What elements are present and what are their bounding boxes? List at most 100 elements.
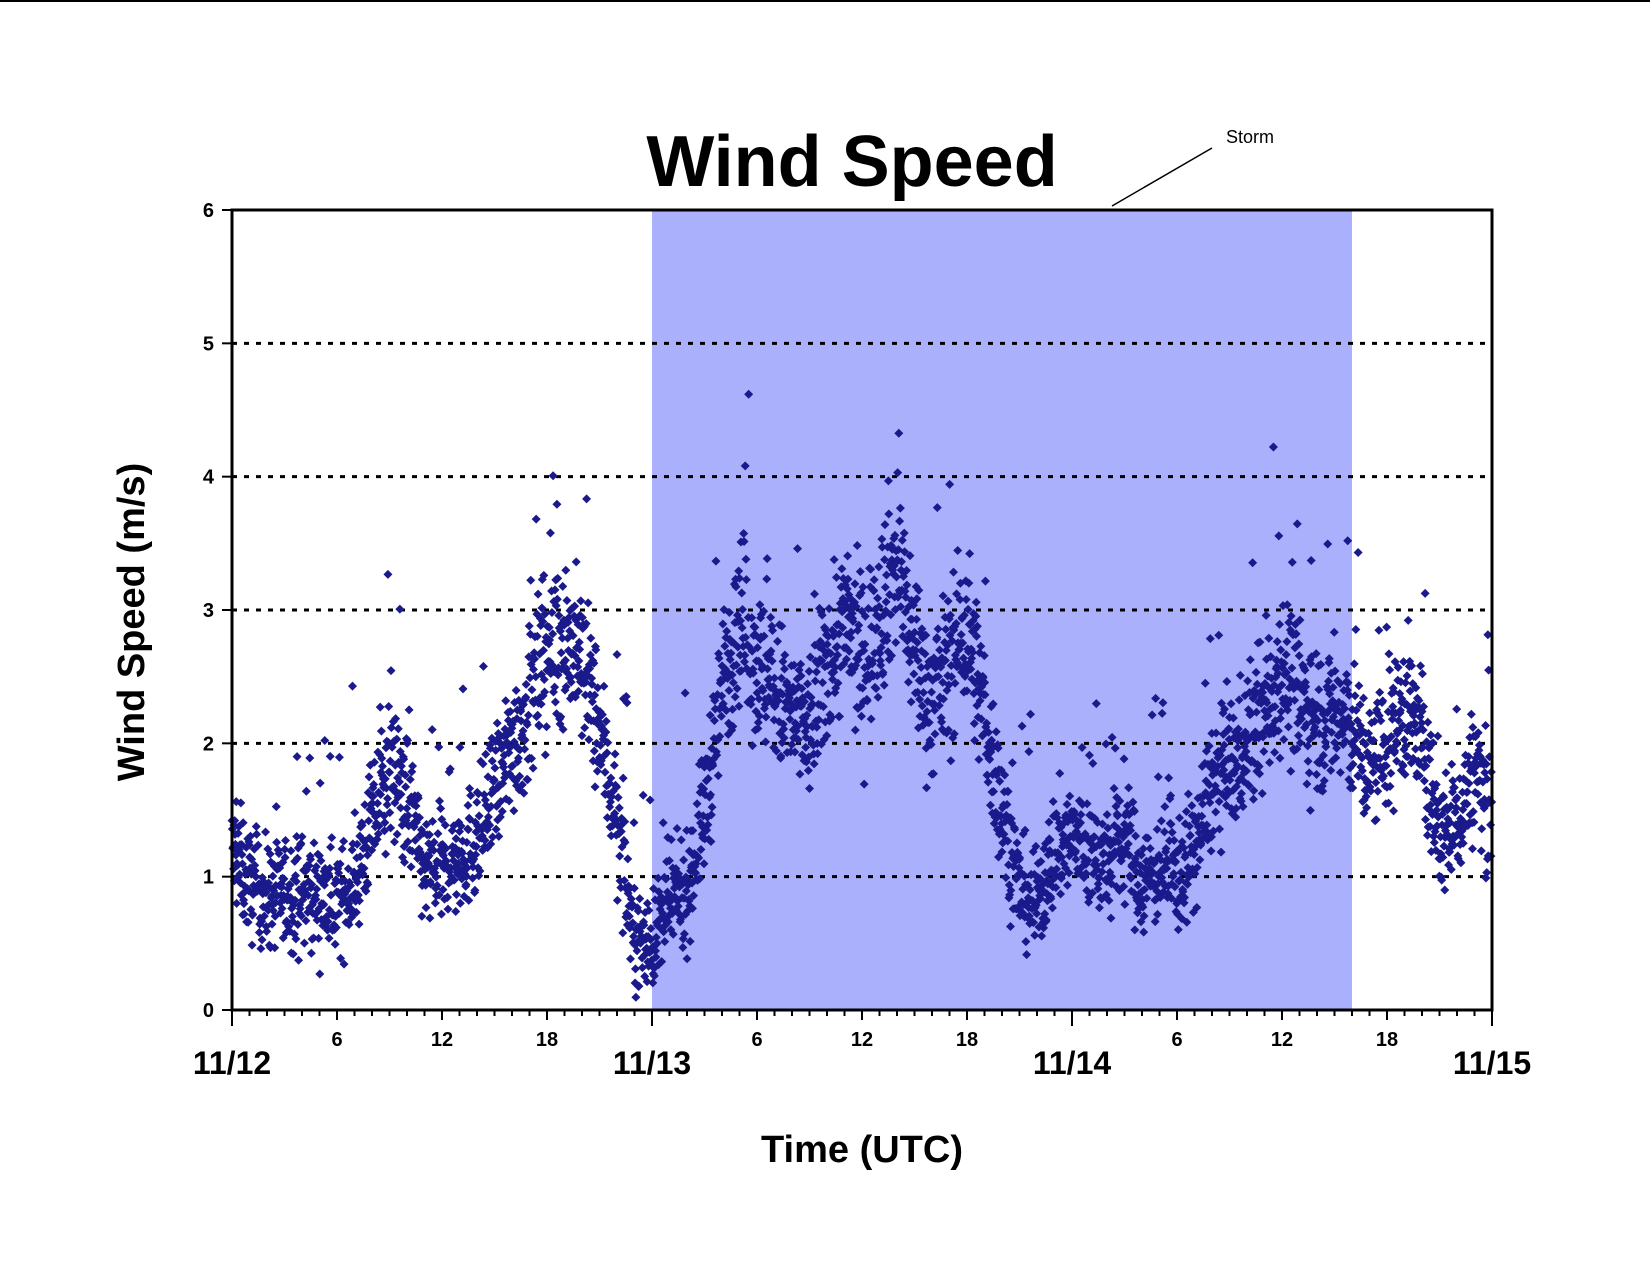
data-point xyxy=(731,660,741,670)
data-point xyxy=(962,686,972,696)
data-point xyxy=(1376,716,1386,726)
data-point xyxy=(876,660,886,670)
data-point xyxy=(519,788,529,798)
data-point xyxy=(602,748,612,758)
data-point xyxy=(1022,950,1032,960)
data-point xyxy=(558,581,568,591)
data-point xyxy=(1423,717,1433,727)
data-point xyxy=(1348,759,1358,769)
data-point xyxy=(451,890,461,900)
data-point xyxy=(733,642,743,652)
data-point xyxy=(421,819,431,829)
data-point xyxy=(805,652,815,662)
x-hour-label: 12 xyxy=(851,1029,873,1051)
data-point xyxy=(649,971,659,981)
data-point xyxy=(1097,867,1107,877)
data-point xyxy=(599,681,609,691)
data-point xyxy=(1019,871,1029,881)
data-point xyxy=(369,757,379,767)
data-point xyxy=(1312,770,1322,780)
data-point xyxy=(951,618,961,628)
data-point xyxy=(1005,922,1015,932)
data-point xyxy=(1254,761,1264,771)
data-point xyxy=(955,595,965,605)
data-point xyxy=(1318,786,1328,796)
data-point xyxy=(556,712,566,722)
data-point xyxy=(1089,832,1099,842)
data-point xyxy=(688,826,698,836)
data-point xyxy=(1295,615,1305,625)
data-point xyxy=(1044,817,1054,827)
data-point xyxy=(755,600,765,610)
data-point xyxy=(1422,830,1432,840)
data-point xyxy=(1228,713,1238,723)
data-point xyxy=(1305,805,1315,815)
data-point xyxy=(1382,622,1392,632)
data-point xyxy=(894,428,904,438)
data-point xyxy=(1438,852,1448,862)
data-point xyxy=(1417,718,1427,728)
data-point xyxy=(1145,843,1155,853)
data-point xyxy=(1402,671,1412,681)
data-point xyxy=(1441,768,1451,778)
data-point xyxy=(982,718,992,728)
data-point xyxy=(1266,652,1276,662)
data-point xyxy=(1200,678,1210,688)
data-point xyxy=(1368,767,1378,777)
data-point xyxy=(902,566,912,576)
data-point xyxy=(883,476,893,486)
data-point xyxy=(561,565,571,575)
data-point xyxy=(593,683,603,693)
data-point xyxy=(270,943,280,953)
data-point xyxy=(1482,868,1492,878)
data-point xyxy=(303,890,313,900)
data-point xyxy=(1205,780,1215,790)
data-point xyxy=(1400,678,1410,688)
data-point xyxy=(1215,824,1225,834)
data-point xyxy=(432,880,442,890)
data-point xyxy=(1012,838,1022,848)
data-point xyxy=(307,879,317,889)
data-point xyxy=(376,790,386,800)
data-point xyxy=(1335,678,1345,688)
data-point xyxy=(1238,802,1248,812)
data-point xyxy=(999,829,1009,839)
data-point xyxy=(497,806,507,816)
data-point xyxy=(823,689,833,699)
data-point xyxy=(486,801,496,811)
data-point xyxy=(866,714,876,724)
data-point xyxy=(860,611,870,621)
data-point xyxy=(748,668,758,678)
data-point xyxy=(1477,824,1487,834)
data-point xyxy=(943,596,953,606)
data-point xyxy=(360,800,370,810)
data-point xyxy=(237,850,247,860)
data-point xyxy=(280,852,290,862)
data-point xyxy=(630,964,640,974)
data-point xyxy=(501,696,511,706)
data-point xyxy=(706,837,716,847)
data-point xyxy=(882,631,892,641)
data-point xyxy=(1197,811,1207,821)
data-point xyxy=(966,664,976,674)
data-point xyxy=(301,916,311,926)
data-point xyxy=(661,874,671,884)
data-point xyxy=(1292,744,1302,754)
data-point xyxy=(728,678,738,688)
data-point xyxy=(1124,783,1134,793)
data-point xyxy=(1147,710,1157,720)
data-point xyxy=(1439,792,1449,802)
data-point xyxy=(1091,699,1101,709)
data-point xyxy=(708,761,718,771)
data-point xyxy=(741,632,751,642)
data-point xyxy=(361,886,371,896)
data-point xyxy=(1153,772,1163,782)
data-point xyxy=(1326,765,1336,775)
data-point xyxy=(922,783,932,793)
data-point xyxy=(555,626,565,636)
data-point xyxy=(339,959,349,969)
data-point xyxy=(1166,819,1176,829)
data-point xyxy=(657,957,667,967)
data-point xyxy=(441,856,451,866)
data-point xyxy=(727,670,737,680)
